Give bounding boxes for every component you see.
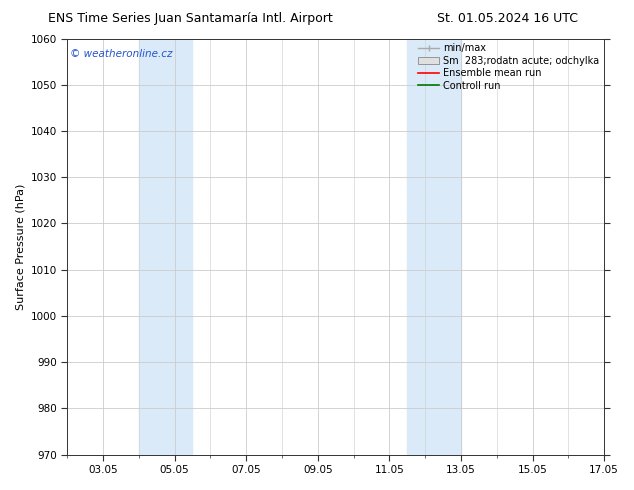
Legend: min/max, Sm  283;rodatn acute; odchylka, Ensemble mean run, Controll run: min/max, Sm 283;rodatn acute; odchylka, … bbox=[416, 42, 601, 93]
Bar bbox=[139, 39, 193, 455]
Y-axis label: Surface Pressure (hPa): Surface Pressure (hPa) bbox=[15, 183, 25, 310]
Bar bbox=[407, 39, 461, 455]
Text: ENS Time Series Juan Santamaría Intl. Airport: ENS Time Series Juan Santamaría Intl. Ai… bbox=[48, 12, 333, 25]
Text: St. 01.05.2024 16 UTC: St. 01.05.2024 16 UTC bbox=[437, 12, 578, 25]
Text: © weatheronline.cz: © weatheronline.cz bbox=[70, 49, 172, 59]
